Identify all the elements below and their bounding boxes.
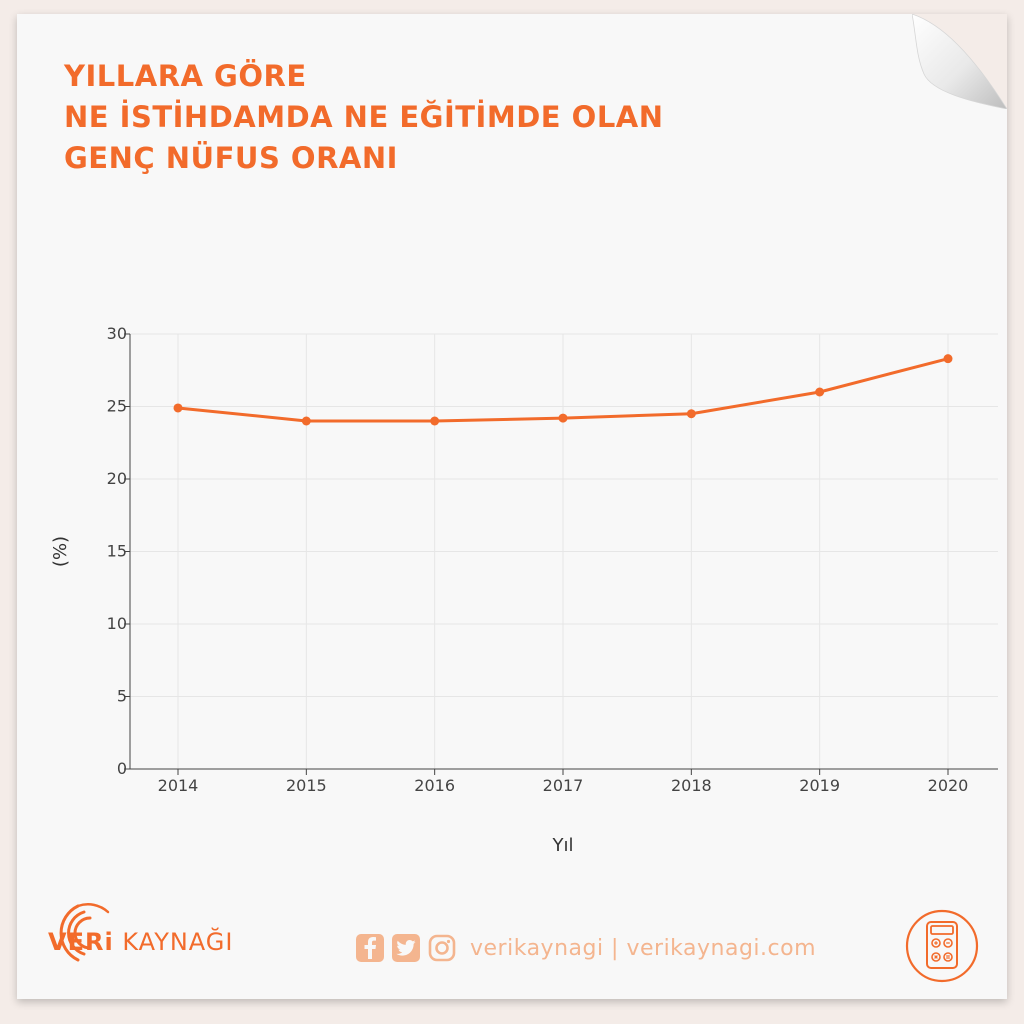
page-curl-icon	[912, 14, 1007, 109]
x-tick-label: 2017	[543, 776, 584, 795]
chart-title: YILLARA GÖRE NE İSTİHDAMDA NE EĞİTİMDE O…	[64, 56, 884, 179]
data-point	[430, 416, 440, 426]
calculator-icon	[905, 909, 979, 983]
instagram-icon[interactable]	[428, 934, 456, 962]
twitter-icon[interactable]	[392, 934, 420, 962]
social-links: verikaynagi | verikaynagi.com	[356, 930, 816, 966]
data-point	[173, 403, 183, 413]
data-point	[558, 413, 568, 423]
y-axis-title: (%)	[50, 536, 71, 567]
y-tick-label: 25	[107, 397, 127, 416]
x-axis-title: Yıl	[552, 835, 574, 856]
title-line-2: NE İSTİHDAMDA NE EĞİTİMDE OLAN	[64, 100, 664, 134]
x-tick-label: 2015	[286, 776, 327, 795]
x-tick-label: 2020	[928, 776, 969, 795]
data-point	[943, 354, 953, 364]
y-tick-label: 15	[107, 542, 127, 561]
logo-bold: VERi	[48, 928, 114, 956]
x-tick-label: 2018	[671, 776, 712, 795]
y-tick-label: 5	[117, 687, 127, 706]
title-line-1: YILLARA GÖRE	[64, 59, 307, 93]
facebook-icon[interactable]	[356, 934, 384, 962]
x-tick-label: 2014	[158, 776, 199, 795]
x-tick-label: 2016	[414, 776, 455, 795]
brand-logo-text: VERi KAYNAĞI	[48, 928, 233, 956]
logo-rest: KAYNAĞI	[113, 928, 234, 956]
y-tick-label: 20	[107, 469, 127, 488]
data-point	[686, 409, 696, 419]
data-point	[815, 387, 825, 397]
title-line-3: GENÇ NÜFUS ORANI	[64, 141, 398, 175]
y-tick-label: 10	[107, 614, 127, 633]
logo-arcs-icon	[59, 903, 110, 962]
y-tick-label: 0	[117, 759, 127, 778]
data-point	[301, 416, 311, 426]
social-handle-text[interactable]: verikaynagi | verikaynagi.com	[470, 935, 817, 961]
y-tick-label: 30	[107, 324, 127, 343]
x-tick-label: 2019	[799, 776, 840, 795]
paper-background	[17, 14, 1007, 999]
